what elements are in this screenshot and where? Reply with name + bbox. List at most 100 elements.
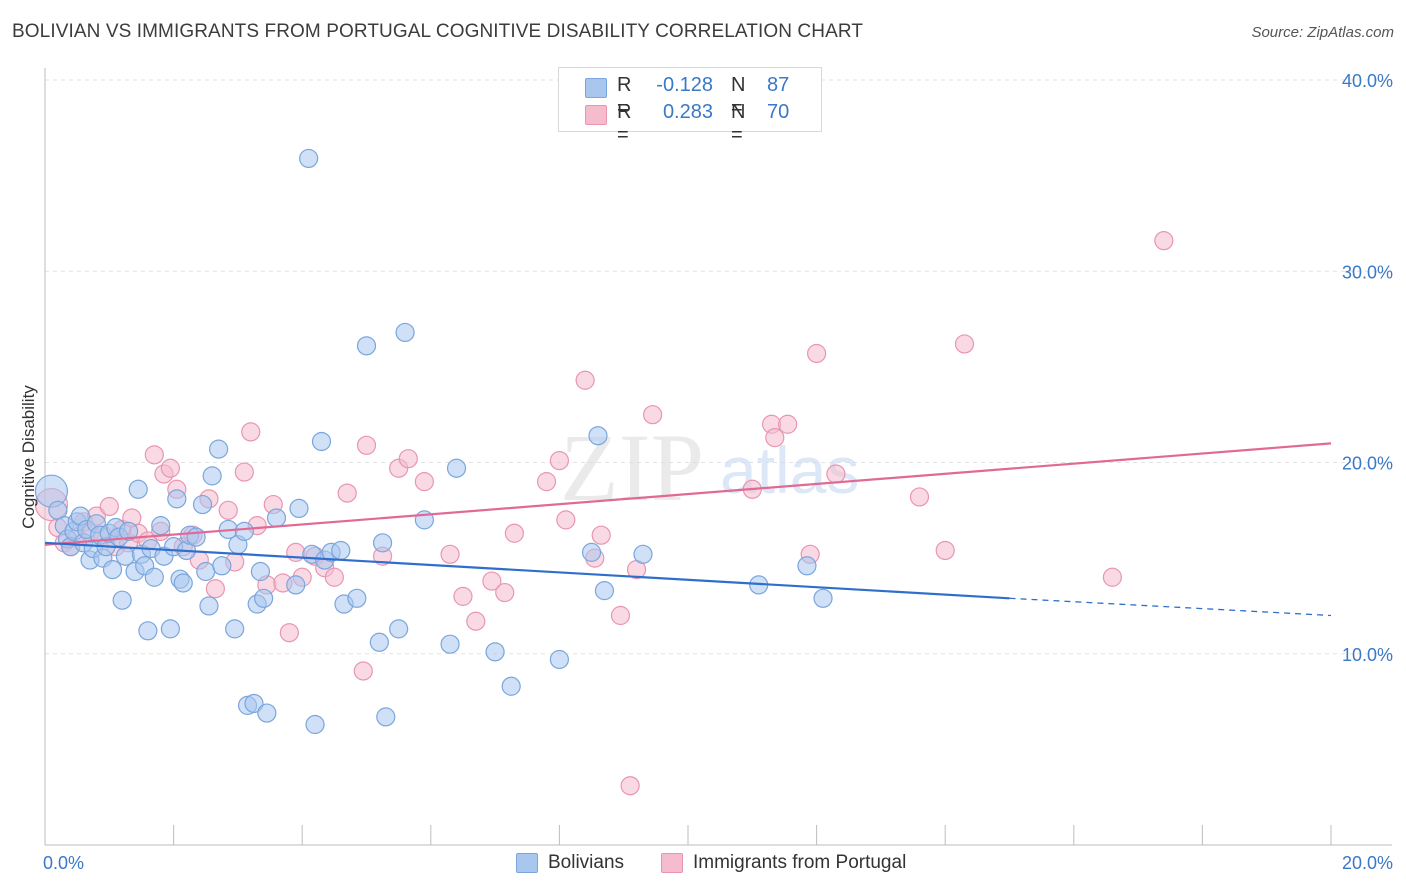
legend-n-value: 87	[767, 74, 790, 96]
legend-r-label: R =	[617, 101, 632, 146]
portugal-point	[806, 343, 827, 364]
bolivian-point	[196, 561, 216, 582]
bolivian-point	[151, 516, 171, 536]
portugal-point	[1102, 567, 1122, 587]
bolivian-point	[594, 581, 615, 601]
portugal-point	[279, 623, 299, 643]
bolivian-point	[138, 621, 158, 641]
bolivian-point	[112, 590, 132, 610]
series-legend: Bolivians Immigrants from Portugal	[0, 852, 1406, 878]
portugal-point	[610, 605, 631, 626]
bolivian-point	[128, 479, 148, 499]
legend-swatch-pink	[585, 105, 607, 125]
portugal-point	[549, 450, 570, 471]
bolivian-point	[356, 336, 377, 356]
bolivian-point	[254, 588, 274, 608]
bolivian-point	[234, 521, 254, 541]
portugal-point	[778, 414, 798, 434]
bolivian-point	[369, 632, 389, 652]
grid-lines	[45, 79, 1392, 655]
portugal-point	[1154, 231, 1174, 251]
portugal-point	[144, 445, 164, 465]
legend-r-label: R =	[617, 74, 632, 119]
bolivian-point	[244, 693, 264, 714]
portugal-point	[440, 544, 460, 564]
x-tick-label: 20.0%	[1342, 853, 1393, 873]
bolivian-point	[225, 619, 245, 639]
series-bolivians-points	[34, 148, 833, 735]
tick-labels: 10.0% 20.0% 30.0% 40.0% 0.0% 20.0%	[43, 71, 1393, 873]
bolivian-point	[186, 527, 206, 547]
bolivian-point	[173, 573, 193, 593]
portugal-point	[205, 579, 225, 599]
y-tick-label: 10.0%	[1342, 645, 1393, 665]
bolivian-point	[372, 533, 393, 553]
portugal-point	[234, 462, 254, 482]
portugal-point	[643, 405, 663, 425]
bolivian-point	[202, 466, 222, 486]
trend-line-bolivians	[44, 541, 1010, 600]
y-tick-label: 20.0%	[1342, 454, 1393, 474]
y-tick-label: 30.0%	[1342, 262, 1393, 282]
bolivian-point	[331, 540, 351, 561]
correlation-legend: R = -0.128 N = 87 R = 0.283 N = 70	[558, 67, 822, 146]
bolivian-point	[440, 634, 460, 654]
legend-n-label: N =	[731, 101, 746, 146]
portugal-point	[575, 370, 595, 390]
portugal-point	[556, 510, 576, 530]
portugal-point	[466, 611, 486, 631]
x-tick-label: 0.0%	[43, 853, 84, 873]
portugal-point	[160, 458, 180, 478]
legend-n-value: 70	[767, 101, 790, 123]
legend-swatch-blue	[585, 78, 607, 98]
portugal-point	[504, 523, 524, 543]
watermark-zip: ZIP	[560, 414, 704, 521]
chart-title: BOLIVIAN VS IMMIGRANTS FROM PORTUGAL COG…	[12, 21, 864, 42]
portugal-point	[954, 334, 975, 354]
portugal-point	[356, 435, 377, 455]
portugal-point	[909, 487, 930, 507]
portugal-point	[241, 422, 261, 442]
bolivian-point	[118, 521, 139, 541]
bolivian-point	[115, 546, 135, 566]
trend-lines	[44, 442, 1332, 617]
bolivian-point	[305, 714, 325, 735]
bolivian-point	[299, 148, 319, 169]
bolivian-point	[250, 561, 271, 582]
bolivian-point	[376, 707, 396, 727]
bolivian-point	[446, 458, 467, 478]
legend-swatch-bolivians	[516, 853, 538, 873]
bolivian-point	[192, 494, 213, 515]
bolivian-point	[389, 619, 409, 639]
portugal-point	[453, 586, 473, 606]
bolivian-point	[266, 508, 287, 528]
bolivian-point	[395, 322, 415, 343]
axes	[44, 68, 1392, 846]
legend-label-bolivians: Bolivians	[548, 852, 625, 873]
bolivian-point	[209, 439, 229, 459]
legend-r-value: -0.128	[656, 74, 713, 96]
bolivian-point	[501, 676, 521, 696]
legend-n-label: N =	[731, 74, 746, 119]
bolivian-point	[167, 489, 187, 509]
portugal-point	[218, 500, 238, 520]
portugal-point	[935, 540, 955, 561]
bolivian-point	[199, 596, 219, 616]
legend-swatch-portugal	[661, 853, 683, 873]
bolivian-point	[581, 542, 602, 562]
portugal-point	[765, 428, 785, 448]
bolivian-point	[311, 431, 332, 452]
legend-r-value: 0.283	[662, 101, 713, 123]
bolivian-point	[588, 426, 608, 446]
portugal-point	[398, 449, 418, 469]
source-note: Source: ZipAtlas.com	[1251, 24, 1394, 41]
y-tick-label: 40.0%	[1342, 71, 1393, 91]
portugal-point	[591, 525, 611, 545]
portugal-point	[536, 472, 557, 492]
bolivian-point	[813, 588, 833, 608]
bolivian-point	[144, 567, 164, 587]
portugal-point	[414, 472, 434, 492]
portugal-point	[620, 776, 640, 796]
bolivian-point	[549, 649, 570, 670]
